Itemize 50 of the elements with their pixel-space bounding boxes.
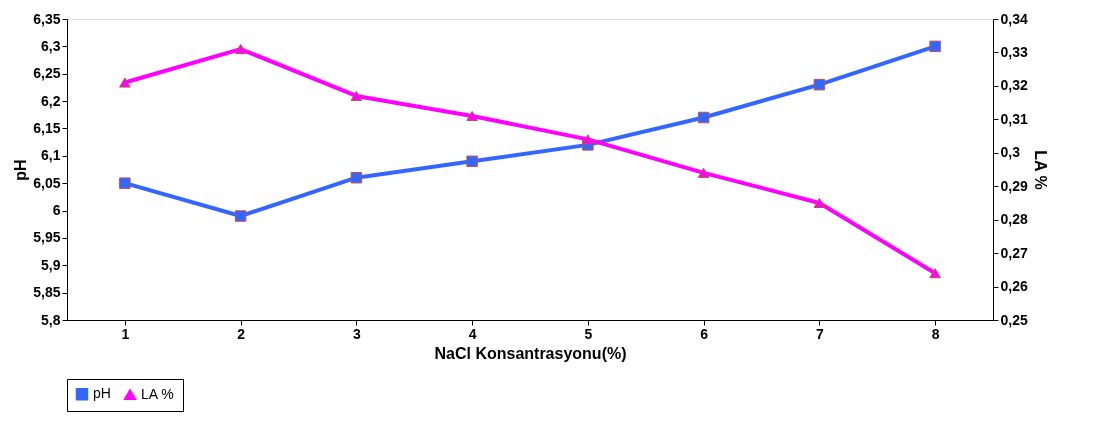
- y2-tick-label: 0,25: [1000, 311, 1028, 328]
- legend-label: LA %: [141, 385, 174, 402]
- y-axis-title: pH: [12, 159, 30, 181]
- y-tick-label: 6,05: [33, 174, 61, 191]
- y-tick-label: 6,15: [33, 119, 61, 136]
- point: [119, 177, 131, 189]
- x-tick-label: 8: [931, 325, 940, 342]
- y-tick-label: 6,25: [33, 65, 61, 82]
- y-tick-label: 5,9: [41, 256, 61, 273]
- point: [119, 77, 131, 88]
- y-tick-label: 6,2: [41, 92, 61, 109]
- point: [466, 155, 478, 168]
- y2-tick-label: 0,32: [1000, 77, 1028, 94]
- x-tick-label: 4: [468, 325, 477, 342]
- point: [234, 44, 247, 55]
- y2-tick-label: 0,34: [1000, 10, 1028, 27]
- point: [697, 111, 710, 124]
- point: [813, 78, 826, 91]
- point: [350, 90, 363, 101]
- point: [350, 171, 363, 184]
- x-tick-label: 1: [121, 325, 130, 342]
- point: [466, 110, 478, 122]
- y2-axis-title: LA %: [1031, 150, 1049, 190]
- point: [234, 210, 247, 222]
- point: [929, 40, 941, 53]
- point: [929, 268, 941, 279]
- y-tick-label: 6,1: [41, 147, 61, 164]
- y-tick-label: 6,3: [41, 37, 61, 54]
- y-tick-label: 5,8: [41, 311, 61, 328]
- y2-tick-label: 0,31: [1000, 110, 1028, 127]
- x-tick-label: 5: [584, 325, 593, 342]
- y2-tick-label: 0,28: [1000, 211, 1028, 228]
- y-tick-label: 6: [52, 202, 61, 219]
- y2-tick-label: 0,26: [1000, 278, 1028, 295]
- x-axis-title: NaCl Konsantrasyonu(%): [434, 344, 627, 362]
- y2-tick-label: 0,3: [1000, 144, 1021, 161]
- y-tick-label: 5,95: [33, 229, 61, 246]
- point: [813, 197, 826, 208]
- point: [697, 167, 710, 178]
- x-tick-label: 7: [815, 325, 824, 342]
- x-tick-label: 2: [237, 325, 246, 342]
- y2-tick-label: 0,29: [1000, 177, 1028, 194]
- y-tick-label: 5,85: [33, 284, 61, 301]
- y2-tick-label: 0,27: [1000, 244, 1028, 261]
- point: [582, 134, 594, 145]
- x-tick-label: 6: [700, 325, 709, 342]
- y-tick-label: 6,35: [33, 10, 61, 27]
- legend-label: pH: [93, 385, 111, 402]
- x-tick-label: 3: [352, 325, 361, 342]
- y2-tick-label: 0,33: [1000, 43, 1028, 60]
